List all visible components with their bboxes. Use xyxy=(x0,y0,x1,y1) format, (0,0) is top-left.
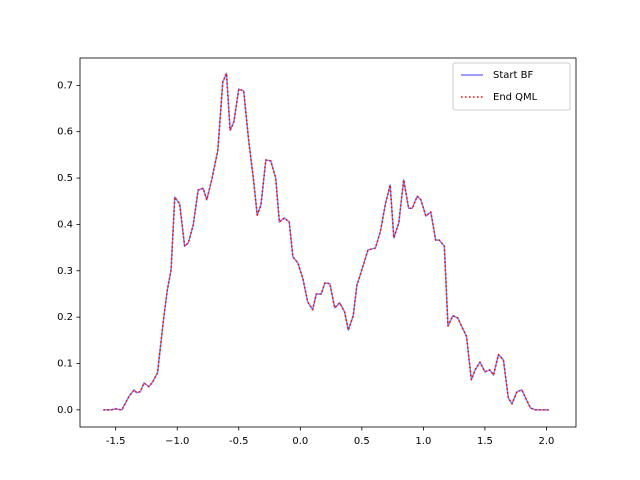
y-tick-label: 0.1 xyxy=(57,358,73,369)
y-tick-label: 0.6 xyxy=(57,127,73,138)
y-tick-label: 0.0 xyxy=(57,405,73,416)
series-line xyxy=(103,72,549,411)
y-tick-label: 0.4 xyxy=(57,219,73,230)
legend-label: Start BF xyxy=(493,70,533,81)
legend-label: End QML xyxy=(493,92,538,103)
y-tick-label: 0.3 xyxy=(57,266,73,277)
series-line xyxy=(103,72,549,411)
x-tick-label: 2.0 xyxy=(539,436,555,447)
x-tick-label: 0.5 xyxy=(354,436,370,447)
y-tick-label: 0.7 xyxy=(57,80,73,91)
axes-frame xyxy=(79,57,577,428)
x-tick-label: 1.0 xyxy=(415,436,431,447)
y-tick-label: 0.2 xyxy=(57,312,73,323)
y-tick-label: 0.5 xyxy=(57,173,73,184)
x-tick-label: 0.0 xyxy=(292,436,308,447)
x-tick-label: −1.0 xyxy=(165,436,189,447)
x-tick-label: -0.5 xyxy=(229,436,249,447)
x-tick-label: 1.5 xyxy=(477,436,493,447)
x-tick-label: -1.5 xyxy=(106,436,126,447)
